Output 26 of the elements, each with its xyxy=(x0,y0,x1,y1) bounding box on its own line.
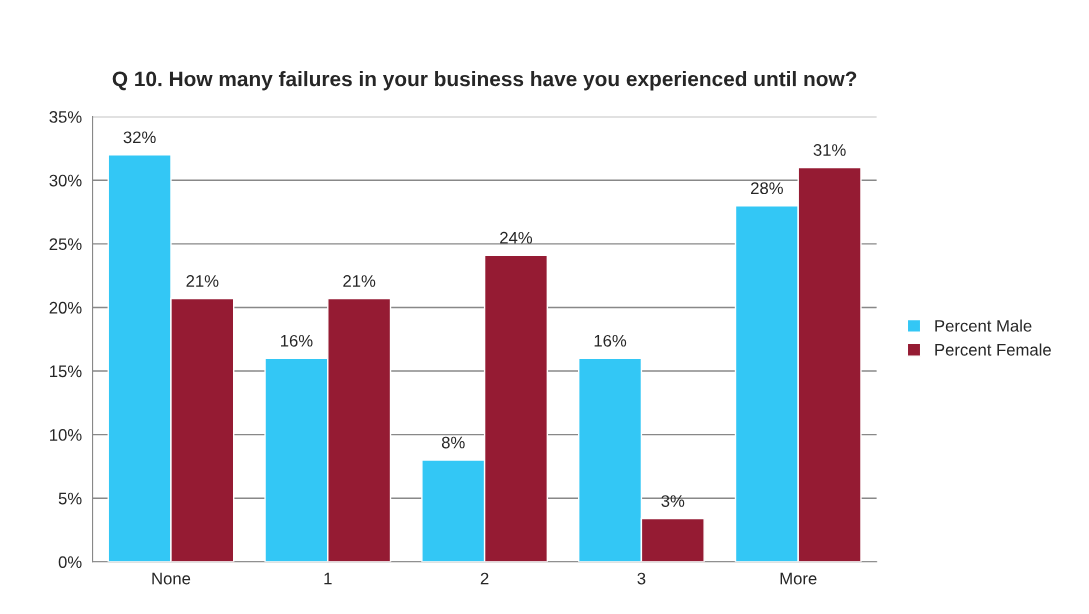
x-tick-label: 1 xyxy=(324,572,332,585)
y-tick-label: 0% xyxy=(58,556,82,569)
y-tick-label: 10% xyxy=(50,429,82,441)
data-label: 32% xyxy=(123,131,156,144)
data-label: 8% xyxy=(441,436,465,449)
x-tick-label: 3 xyxy=(637,572,646,585)
data-label: 16% xyxy=(281,334,313,347)
y-tick-label: 20% xyxy=(49,301,82,314)
data-label: 21% xyxy=(343,275,376,287)
data-label: 28% xyxy=(751,182,783,195)
y-tick-label: 30% xyxy=(49,174,82,187)
data-label: 16% xyxy=(594,334,627,347)
legend-label: Percent Male xyxy=(935,319,1032,332)
y-tick-label: 25% xyxy=(49,238,82,251)
chart-title: Q 10. How many failures in your business have you experienced until now? xyxy=(112,71,857,91)
x-tick-label: More xyxy=(780,572,817,585)
legend-label: Percent Female xyxy=(935,343,1051,356)
data-label: 3% xyxy=(661,495,685,507)
data-label: 31% xyxy=(813,144,846,156)
y-tick-label: 15% xyxy=(50,365,82,378)
x-tick-label: 2 xyxy=(480,572,489,585)
y-tick-label: 35% xyxy=(49,111,82,123)
data-label: 24% xyxy=(500,231,533,244)
x-tick-label: None xyxy=(152,572,191,585)
y-tick-label: 5% xyxy=(58,492,82,505)
data-label: 21% xyxy=(186,275,219,287)
